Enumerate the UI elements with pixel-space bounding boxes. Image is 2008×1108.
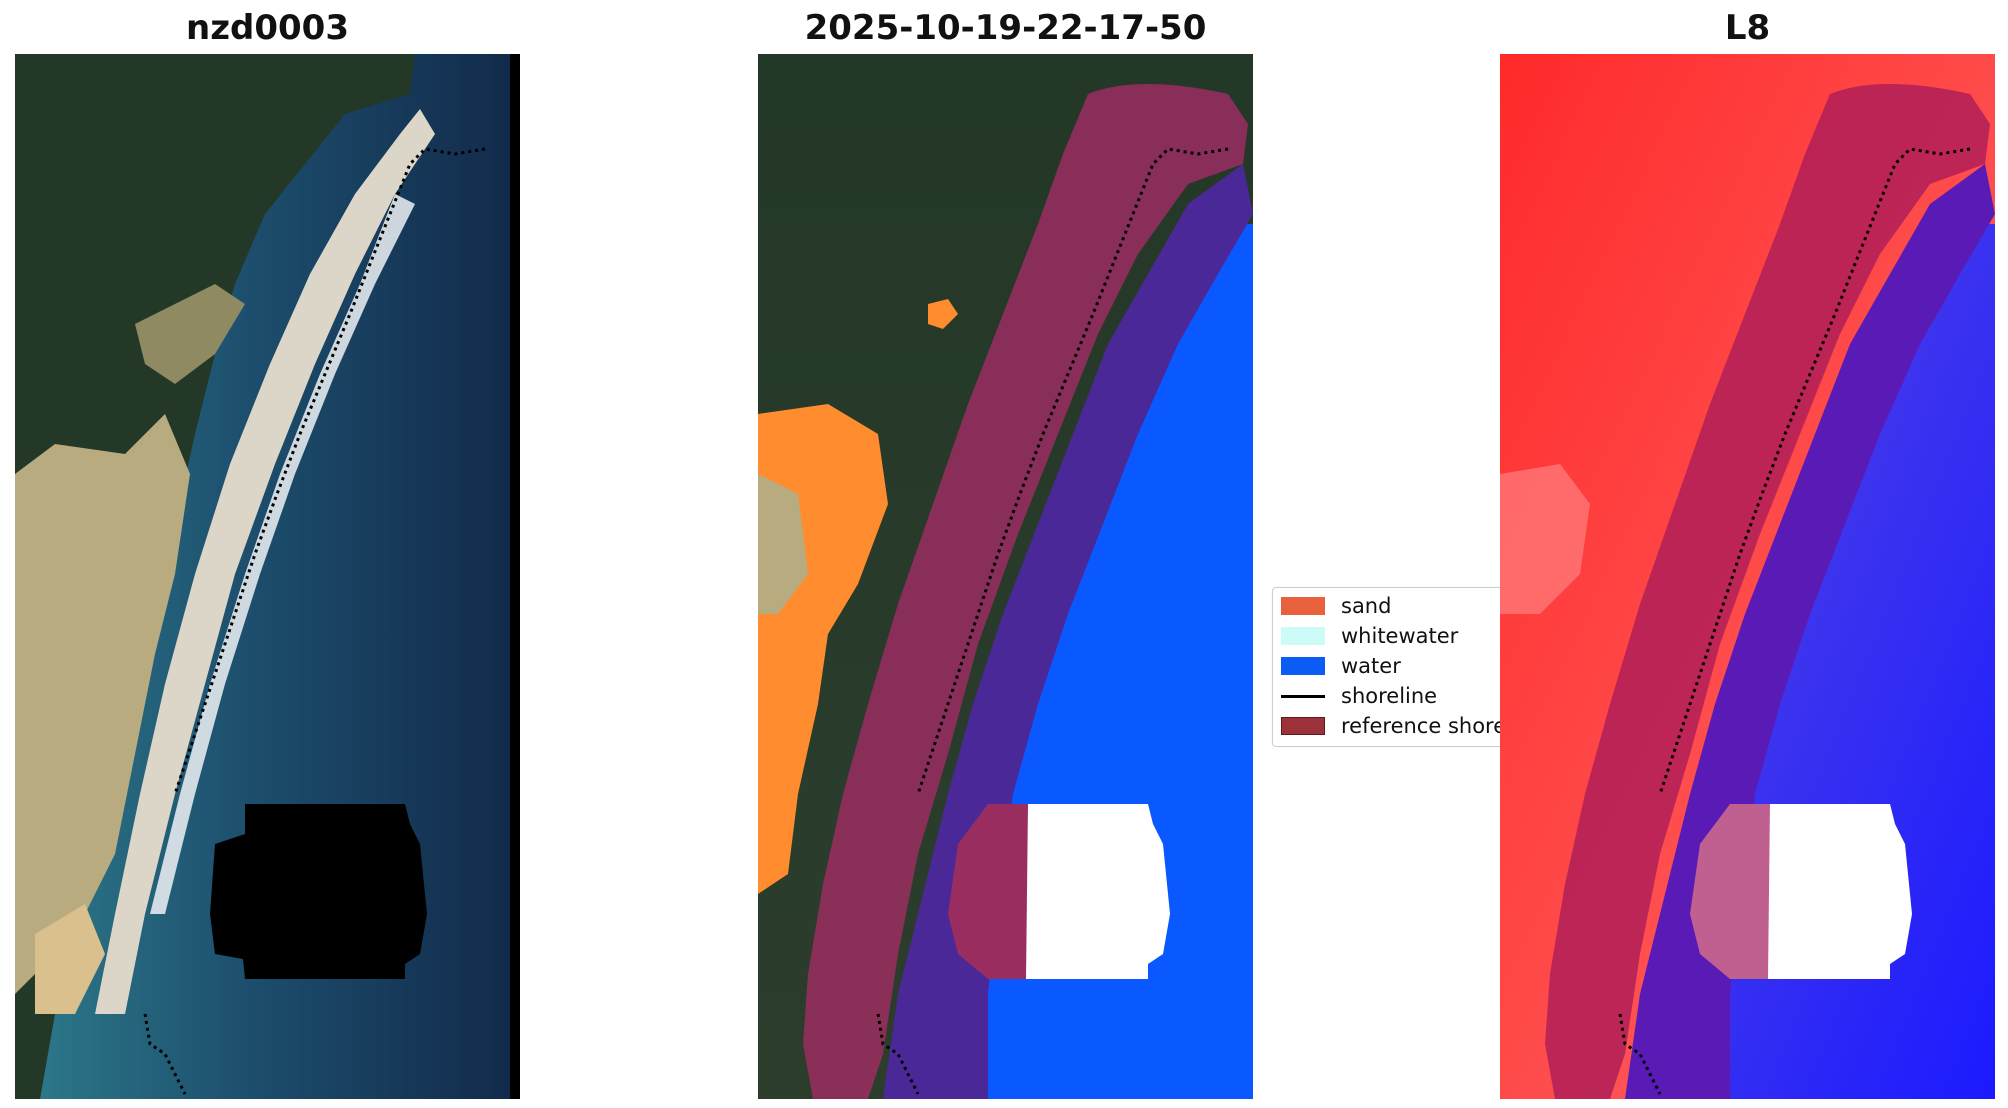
rgb-image-panel — [15, 54, 520, 1099]
dune-area — [15, 414, 190, 994]
reference-shore-swatch — [1281, 717, 1325, 735]
legend-item-sand: sand — [1281, 594, 1391, 618]
legend-label: reference shore — [1341, 714, 1507, 738]
l8-panel — [1500, 54, 1995, 1099]
legend: sand whitewater water shoreline referenc… — [1272, 587, 1514, 747]
water-swatch — [1281, 657, 1325, 675]
forest-area — [15, 54, 415, 1099]
reference-buffer-land — [1545, 84, 1990, 1099]
legend-item-shoreline: shoreline — [1281, 684, 1437, 708]
legend-label: whitewater — [1341, 624, 1459, 648]
legend-item-water: water — [1281, 654, 1401, 678]
middle-panel-title: 2025-10-19-22-17-50 — [804, 8, 1207, 48]
classification-panel — [758, 54, 1253, 1099]
whitewater-swatch — [1281, 627, 1325, 645]
shoreline — [1618, 147, 1971, 1095]
right-panel-title: L8 — [1724, 8, 1771, 48]
edge-bar — [510, 54, 520, 1099]
legend-item-whitewater: whitewater — [1281, 624, 1458, 648]
left-panel-title: nzd0003 — [186, 8, 349, 48]
legend-label: water — [1341, 654, 1401, 678]
sand-swatch — [1281, 597, 1325, 615]
reference-buffer-land — [803, 84, 1248, 1099]
beach-strip — [95, 109, 435, 1014]
shoreline — [143, 147, 486, 1095]
legend-item-reference-shore: reference shore — [1281, 714, 1506, 738]
shoreline-line-swatch — [1281, 694, 1325, 698]
detected-shoreline — [876, 147, 1229, 1095]
legend-label: shoreline — [1341, 684, 1438, 708]
legend-label: sand — [1341, 594, 1392, 618]
nodata-mask — [210, 804, 427, 979]
